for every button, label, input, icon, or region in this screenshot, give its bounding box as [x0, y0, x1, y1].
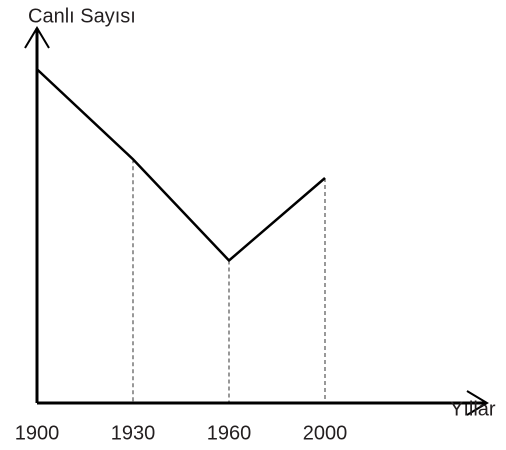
x-tick-label: 1960: [207, 422, 252, 444]
x-axis-label: Yıllar: [450, 398, 496, 420]
y-axis-label: Canlı Sayısı: [28, 5, 136, 27]
x-tick-label: 1900: [15, 422, 60, 444]
x-tick-label: 1930: [111, 422, 156, 444]
data-line: [36, 68, 326, 263]
y-axis-arrow: [24, 26, 50, 49]
x-tick-label: 2000: [303, 422, 348, 444]
x-axis-arrow: [466, 390, 489, 416]
